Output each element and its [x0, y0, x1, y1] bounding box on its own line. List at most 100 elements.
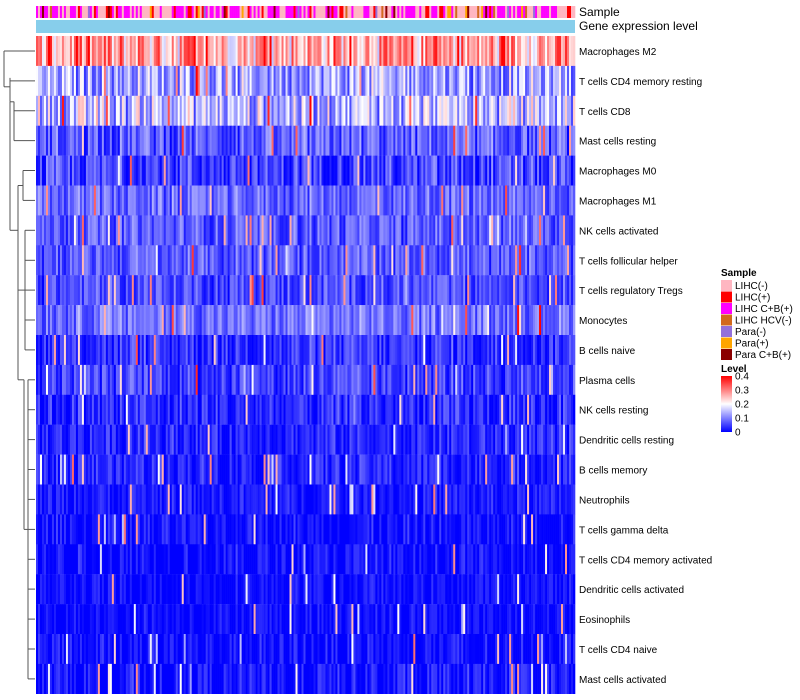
sample-track-cell — [463, 6, 466, 18]
heatmap-cell — [233, 245, 236, 276]
heatmap-cell — [109, 275, 113, 306]
heatmap-cell — [397, 424, 400, 455]
heatmap-cell — [515, 275, 518, 306]
heatmap-cell — [409, 65, 412, 96]
heatmap-cell — [239, 155, 242, 186]
heatmap-cell — [75, 36, 79, 67]
heatmap-cell — [337, 95, 340, 126]
heatmap-cell — [41, 36, 45, 67]
heatmap-cell — [439, 454, 442, 485]
heatmap-cell — [67, 155, 71, 186]
heatmap-cell — [55, 394, 59, 425]
heatmap-cell — [429, 155, 432, 186]
heatmap-cell — [279, 36, 282, 67]
heatmap-cell — [277, 185, 280, 216]
heatmap-cell — [69, 95, 73, 126]
heatmap-cell — [195, 424, 198, 455]
heatmap-cell — [485, 335, 488, 366]
heatmap-cell — [191, 65, 195, 96]
heatmap-cell — [359, 424, 362, 455]
heatmap-cell — [149, 364, 153, 395]
heatmap-cell — [69, 185, 73, 216]
heatmap-cell — [401, 215, 404, 246]
heatmap-cell — [499, 155, 502, 186]
heatmap-cell — [253, 185, 256, 216]
heatmap-cell — [243, 484, 246, 515]
heatmap-cell — [71, 215, 75, 246]
heatmap-cell — [55, 544, 59, 575]
heatmap-cell — [319, 215, 322, 246]
heatmap-cell — [429, 305, 432, 336]
heatmap-cell — [273, 424, 276, 455]
heatmap-cell — [223, 245, 226, 276]
heatmap-cell — [459, 484, 462, 515]
heatmap-cell — [281, 364, 284, 395]
heatmap-cell — [269, 65, 272, 96]
heatmap-cell — [153, 544, 157, 575]
sample-track-cell — [43, 6, 47, 18]
heatmap-cell — [249, 245, 252, 276]
heatmap-cell — [257, 335, 260, 366]
heatmap-cell — [277, 125, 280, 156]
heatmap-cell — [267, 514, 270, 545]
heatmap-cell — [115, 155, 119, 186]
heatmap-cell — [217, 305, 220, 336]
heatmap-cell — [423, 514, 426, 545]
heatmap-cell — [53, 544, 57, 575]
heatmap-cell — [461, 185, 464, 216]
heatmap-cell — [165, 364, 169, 395]
heatmap-cell — [295, 245, 298, 276]
heatmap-cell — [409, 424, 412, 455]
heatmap-cell — [38, 305, 41, 336]
heatmap-cell — [65, 125, 69, 156]
heatmap-cell — [569, 245, 572, 276]
heatmap-cell — [411, 155, 414, 186]
heatmap-cell — [469, 484, 472, 515]
heatmap-cell — [233, 65, 236, 96]
heatmap-cell — [461, 125, 464, 156]
heatmap-cell — [287, 65, 290, 96]
heatmap-cell — [403, 185, 406, 216]
heatmap-cell — [435, 305, 438, 336]
heatmap-cell — [175, 364, 179, 395]
heatmap-cell — [303, 65, 306, 96]
heatmap-cell — [115, 65, 119, 96]
heatmap-cell — [443, 155, 446, 186]
heatmap-cell — [349, 364, 352, 395]
heatmap-cell — [199, 305, 202, 336]
heatmap-cell — [209, 95, 212, 126]
heatmap-cell — [149, 155, 153, 186]
heatmap-cell — [153, 514, 157, 545]
heatmap-cell — [405, 155, 408, 186]
heatmap-cell — [315, 394, 318, 425]
heatmap-cell — [403, 95, 406, 126]
heatmap-cell — [569, 185, 572, 216]
sample-track-cell — [273, 6, 276, 18]
heatmap-cell — [403, 514, 406, 545]
heatmap-cell — [499, 364, 502, 395]
sample-track-cell — [453, 6, 456, 18]
heatmap-cell — [371, 36, 374, 67]
heatmap-cell — [185, 215, 189, 246]
heatmap-cell — [163, 514, 167, 545]
heatmap-cell — [429, 185, 432, 216]
heatmap-cell — [519, 305, 522, 336]
heatmap-cell — [459, 364, 462, 395]
heatmap-cell — [247, 65, 250, 96]
heatmap-cell — [161, 155, 165, 186]
heatmap-cell — [355, 215, 358, 246]
heatmap-cell — [547, 65, 550, 96]
heatmap-cell — [435, 36, 438, 67]
heatmap-cell — [477, 65, 480, 96]
heatmap-cell — [339, 185, 342, 216]
heatmap-cell — [261, 454, 264, 485]
heatmap-cell — [255, 514, 258, 545]
heatmap-cell — [397, 335, 400, 366]
heatmap-cell — [163, 484, 167, 515]
heatmap-cell — [133, 65, 137, 96]
heatmap-cell — [117, 125, 121, 156]
heatmap-cell — [185, 275, 189, 306]
heatmap-cell — [165, 36, 169, 67]
heatmap-cell — [399, 335, 402, 366]
heatmap-cell — [267, 424, 270, 455]
